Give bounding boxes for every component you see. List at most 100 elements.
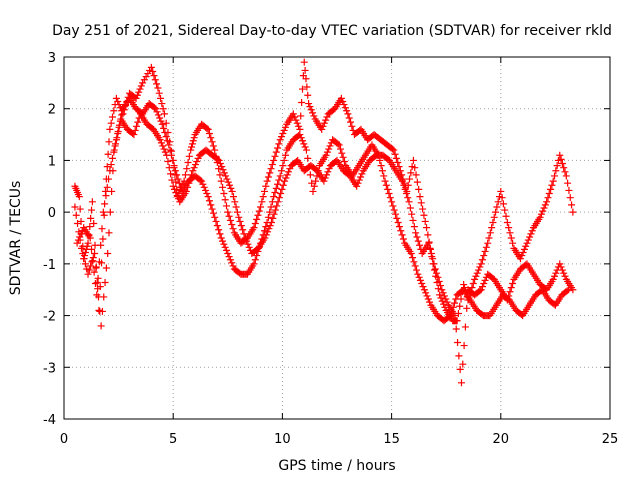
data-point: [410, 258, 418, 266]
data-point: [74, 236, 82, 244]
data-point: [105, 175, 113, 183]
data-point: [216, 171, 224, 179]
data-point: [208, 138, 216, 146]
data-point: [394, 218, 402, 226]
data-point: [173, 171, 181, 179]
data-point: [423, 224, 431, 232]
data-point: [204, 193, 212, 201]
data-point: [189, 137, 197, 145]
data-point: [73, 239, 81, 247]
data-point: [92, 264, 100, 272]
data-point: [448, 307, 456, 315]
data-point: [221, 196, 229, 204]
data-point: [413, 178, 421, 186]
data-point: [114, 130, 122, 138]
data-point: [415, 185, 423, 193]
data-point: [270, 193, 278, 201]
data-point: [509, 239, 517, 247]
data-point: [281, 123, 289, 131]
data-point: [498, 194, 506, 202]
data-point: [264, 228, 272, 236]
data-point: [481, 247, 489, 255]
data-point: [569, 208, 577, 216]
data-point: [257, 203, 265, 211]
data-point: [411, 262, 419, 270]
x-tick-label: 0: [60, 432, 68, 447]
data-point: [225, 253, 233, 261]
data-point: [263, 177, 271, 185]
data-point: [334, 140, 342, 148]
data-point: [98, 225, 106, 233]
data-point: [240, 230, 248, 238]
data-point: [406, 175, 414, 183]
data-point: [224, 178, 232, 186]
data-point: [357, 173, 365, 181]
data-point: [260, 187, 268, 195]
data-point: [395, 223, 403, 231]
data-point: [191, 161, 199, 169]
data-point: [157, 117, 165, 125]
data-point: [374, 151, 382, 159]
data-point: [430, 260, 438, 268]
data-point: [416, 193, 424, 201]
data-point: [86, 223, 94, 231]
data-point: [537, 210, 545, 218]
data-point: [557, 155, 565, 163]
data-point: [522, 242, 530, 250]
data-point: [157, 94, 165, 102]
data-point: [452, 295, 460, 303]
data-point: [478, 256, 486, 264]
y-tick-label: 3: [48, 51, 56, 66]
data-point: [153, 108, 161, 116]
data-point: [274, 180, 282, 188]
data-point: [222, 172, 230, 180]
data-point: [354, 179, 362, 187]
data-point: [101, 200, 109, 208]
data-point: [388, 145, 396, 153]
data-point: [557, 263, 565, 271]
y-tick-label: -1: [43, 258, 56, 273]
data-point: [279, 181, 287, 189]
data-point: [480, 280, 488, 288]
data-point: [97, 322, 105, 330]
data-point: [251, 256, 259, 264]
data-point: [244, 240, 252, 248]
data-point: [94, 274, 102, 282]
data-point: [133, 91, 141, 99]
data-point: [228, 259, 236, 267]
data-point: [560, 164, 568, 172]
x-tick-label: 25: [602, 432, 619, 447]
data-point: [215, 226, 223, 234]
data-point: [280, 126, 288, 134]
data-point: [115, 123, 123, 131]
data-point: [420, 211, 428, 219]
data-point: [417, 199, 425, 207]
data-point: [187, 146, 195, 154]
data-point: [408, 210, 416, 218]
data-point: [298, 99, 306, 107]
data-point: [434, 273, 442, 281]
data-point: [190, 164, 198, 172]
data-point: [158, 100, 166, 108]
data-point: [83, 242, 91, 250]
data-point: [104, 150, 112, 158]
data-point: [217, 177, 225, 185]
data-point: [560, 269, 568, 277]
data-point: [185, 152, 193, 160]
data-point: [110, 107, 118, 115]
data-point: [460, 342, 468, 350]
data-point: [140, 76, 148, 84]
data-point: [494, 198, 502, 206]
data-point: [450, 299, 458, 307]
data-point: [551, 272, 559, 280]
data-point: [409, 254, 417, 262]
data-point: [419, 283, 427, 291]
data-point: [273, 202, 281, 210]
data-point: [404, 194, 412, 202]
data-point: [164, 137, 172, 145]
data-point: [348, 122, 356, 130]
data-point: [318, 125, 326, 133]
data-point: [558, 160, 566, 168]
data-point: [489, 218, 497, 226]
data-point: [277, 190, 285, 198]
